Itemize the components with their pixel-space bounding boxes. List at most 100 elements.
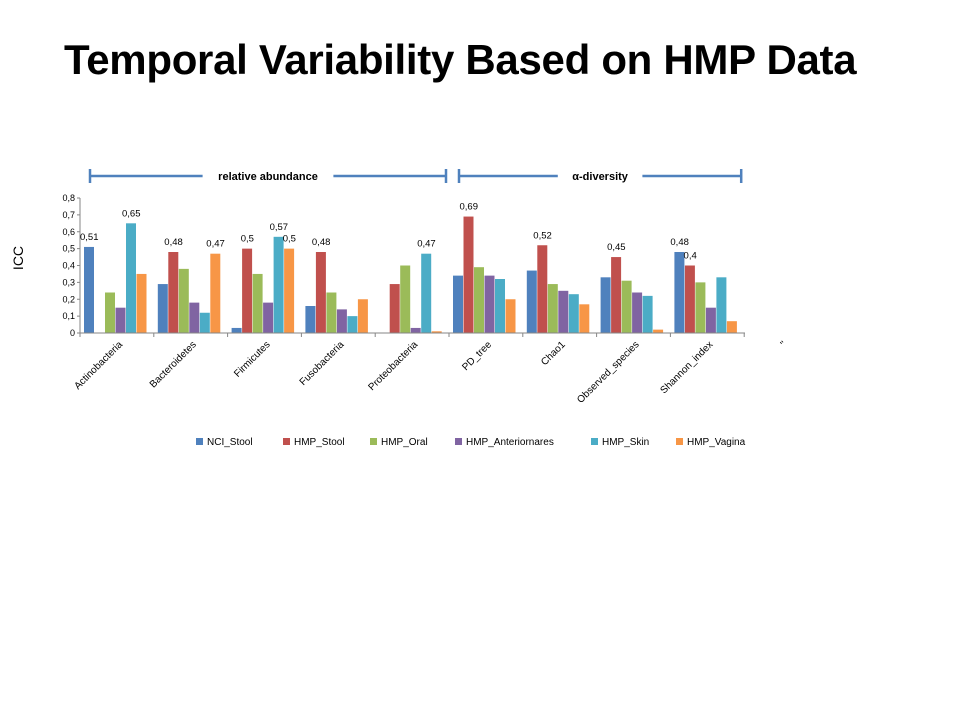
y-tick-label: 0,6 [62,227,75,237]
bar-HMP_Stool-6 [537,245,548,333]
bar-NCI_Stool-2 [231,327,242,333]
bar-HMP_Skin-2 [273,236,284,333]
bar-HMP_Vagina-0 [136,273,147,333]
legend-swatch [283,438,290,445]
bar-HMP_Anteriornares-8 [705,307,716,333]
bar-HMP_Anteriornares-5 [484,275,495,333]
bar-NCI_Stool-6 [526,270,537,333]
bar-NCI_Stool-0 [84,246,94,333]
x-category-label: PD_tree [460,339,494,373]
bar-HMP_Oral-3 [326,292,337,333]
bar-HMP_Anteriornares-7 [632,292,643,333]
data-label: 0,47 [206,239,225,250]
bar-HMP_Skin-4 [421,253,432,333]
bar-HMP_Stool-2 [242,248,253,333]
y-tick-label: 0 [70,328,75,338]
y-tick-label: 0,7 [62,210,75,220]
bar-HMP_Skin-1 [199,312,210,333]
bar-HMP_Oral-7 [621,280,632,333]
bar-HMP_Vagina-4 [431,331,442,333]
bar-HMP_Stool-1 [168,252,179,333]
bar-HMP_Vagina-8 [726,321,737,333]
y-axis-title: ICC [10,246,26,270]
data-label: 0,51 [80,232,99,243]
bar-HMP_Anteriornares-4 [410,327,421,333]
bar-HMP_Stool-8 [684,265,695,333]
data-label: 0,57 [270,222,289,233]
bar-HMP_Skin-6 [568,294,579,333]
x-category-label: Chao1 [539,339,568,368]
bar-NCI_Stool-8 [674,252,685,333]
y-tick-label: 0,3 [62,277,75,287]
x-category-label: Fusobacteria [298,339,347,388]
bar-HMP_Vagina-3 [357,299,368,333]
bracket-label: relative abundance [218,171,318,183]
legend-label: HMP_Anteriornares [466,437,554,448]
bar-HMP_Stool-4 [389,284,400,333]
bar-HMP_Skin-7 [642,295,653,333]
bar-HMP_Vagina-1 [210,253,221,333]
legend-swatch [370,438,377,445]
data-label: 0,5 [241,234,254,245]
bar-NCI_Stool-7 [600,277,611,333]
legend-label: HMP_Stool [294,437,345,448]
x-category-label: Observed_species [575,339,641,405]
legend-swatch [455,438,462,445]
bracket-label: α-diversity [572,171,629,183]
bar-HMP_Oral-0 [105,292,115,333]
data-label: 0,52 [533,230,552,241]
bar-NCI_Stool-1 [157,284,168,333]
bar-HMP_Skin-5 [495,279,505,333]
y-tick-label: 0,8 [62,193,75,203]
bar-HMP_Oral-6 [547,284,558,333]
legend-swatch [676,438,683,445]
data-label: 0,69 [460,202,479,213]
bar-HMP_Anteriornares-2 [263,302,274,333]
bar-HMP_Oral-4 [400,265,411,333]
bar-HMP_Vagina-5 [505,299,516,333]
x-category-label: Shannon_index [658,339,715,396]
data-label: 0,45 [607,242,626,253]
data-label: 0,48 [312,237,331,248]
bar-HMP_Stool-5 [463,216,474,333]
bar-HMP_Skin-0 [126,223,136,333]
data-label: 0,48 [164,237,183,248]
x-category-label: '' [779,339,790,350]
bar-HMP_Oral-1 [178,268,189,333]
bar-NCI_Stool-5 [453,275,463,333]
legend-label: HMP_Oral [381,437,428,448]
bar-HMP_Vagina-6 [579,304,590,333]
bar-HMP_Oral-8 [695,282,706,333]
x-category-label: Bacteroidetes [148,339,199,390]
slide-title: Temporal Variability Based on HMP Data [64,36,857,83]
x-category-label: Firmicutes [232,339,272,379]
legend-swatch [196,438,203,445]
y-tick-label: 0,4 [62,261,75,271]
data-label: 0,48 [670,237,689,248]
legend-label: HMP_Skin [602,437,649,448]
bar-HMP_Anteriornares-1 [189,302,200,333]
y-tick-label: 0,5 [62,244,75,254]
bar-HMP_Skin-3 [347,316,358,333]
data-label: 0,65 [122,208,141,219]
bar-HMP_Anteriornares-3 [336,309,347,333]
legend-label: HMP_Vagina [687,437,746,448]
bar-HMP_Oral-2 [252,273,263,333]
x-category-label: Proteobacteria [366,339,420,393]
y-tick-label: 0,2 [62,294,75,304]
y-tick-label: 0,1 [62,311,75,321]
bar-HMP_Anteriornares-0 [115,307,126,333]
legend-swatch [591,438,598,445]
data-label: 0,47 [417,239,436,250]
bar-NCI_Stool-3 [305,306,316,333]
x-category-label: Actinobacteria [72,339,125,392]
bar-HMP_Oral-5 [474,267,484,333]
data-label: 0,4 [684,251,697,262]
bar-HMP_Stool-3 [315,252,326,333]
data-label: 0,5 [283,234,296,245]
bar-HMP_Vagina-7 [653,329,664,333]
bar-HMP_Anteriornares-6 [558,290,569,333]
legend-label: NCI_Stool [207,437,253,448]
bar-HMP_Vagina-2 [284,248,295,333]
